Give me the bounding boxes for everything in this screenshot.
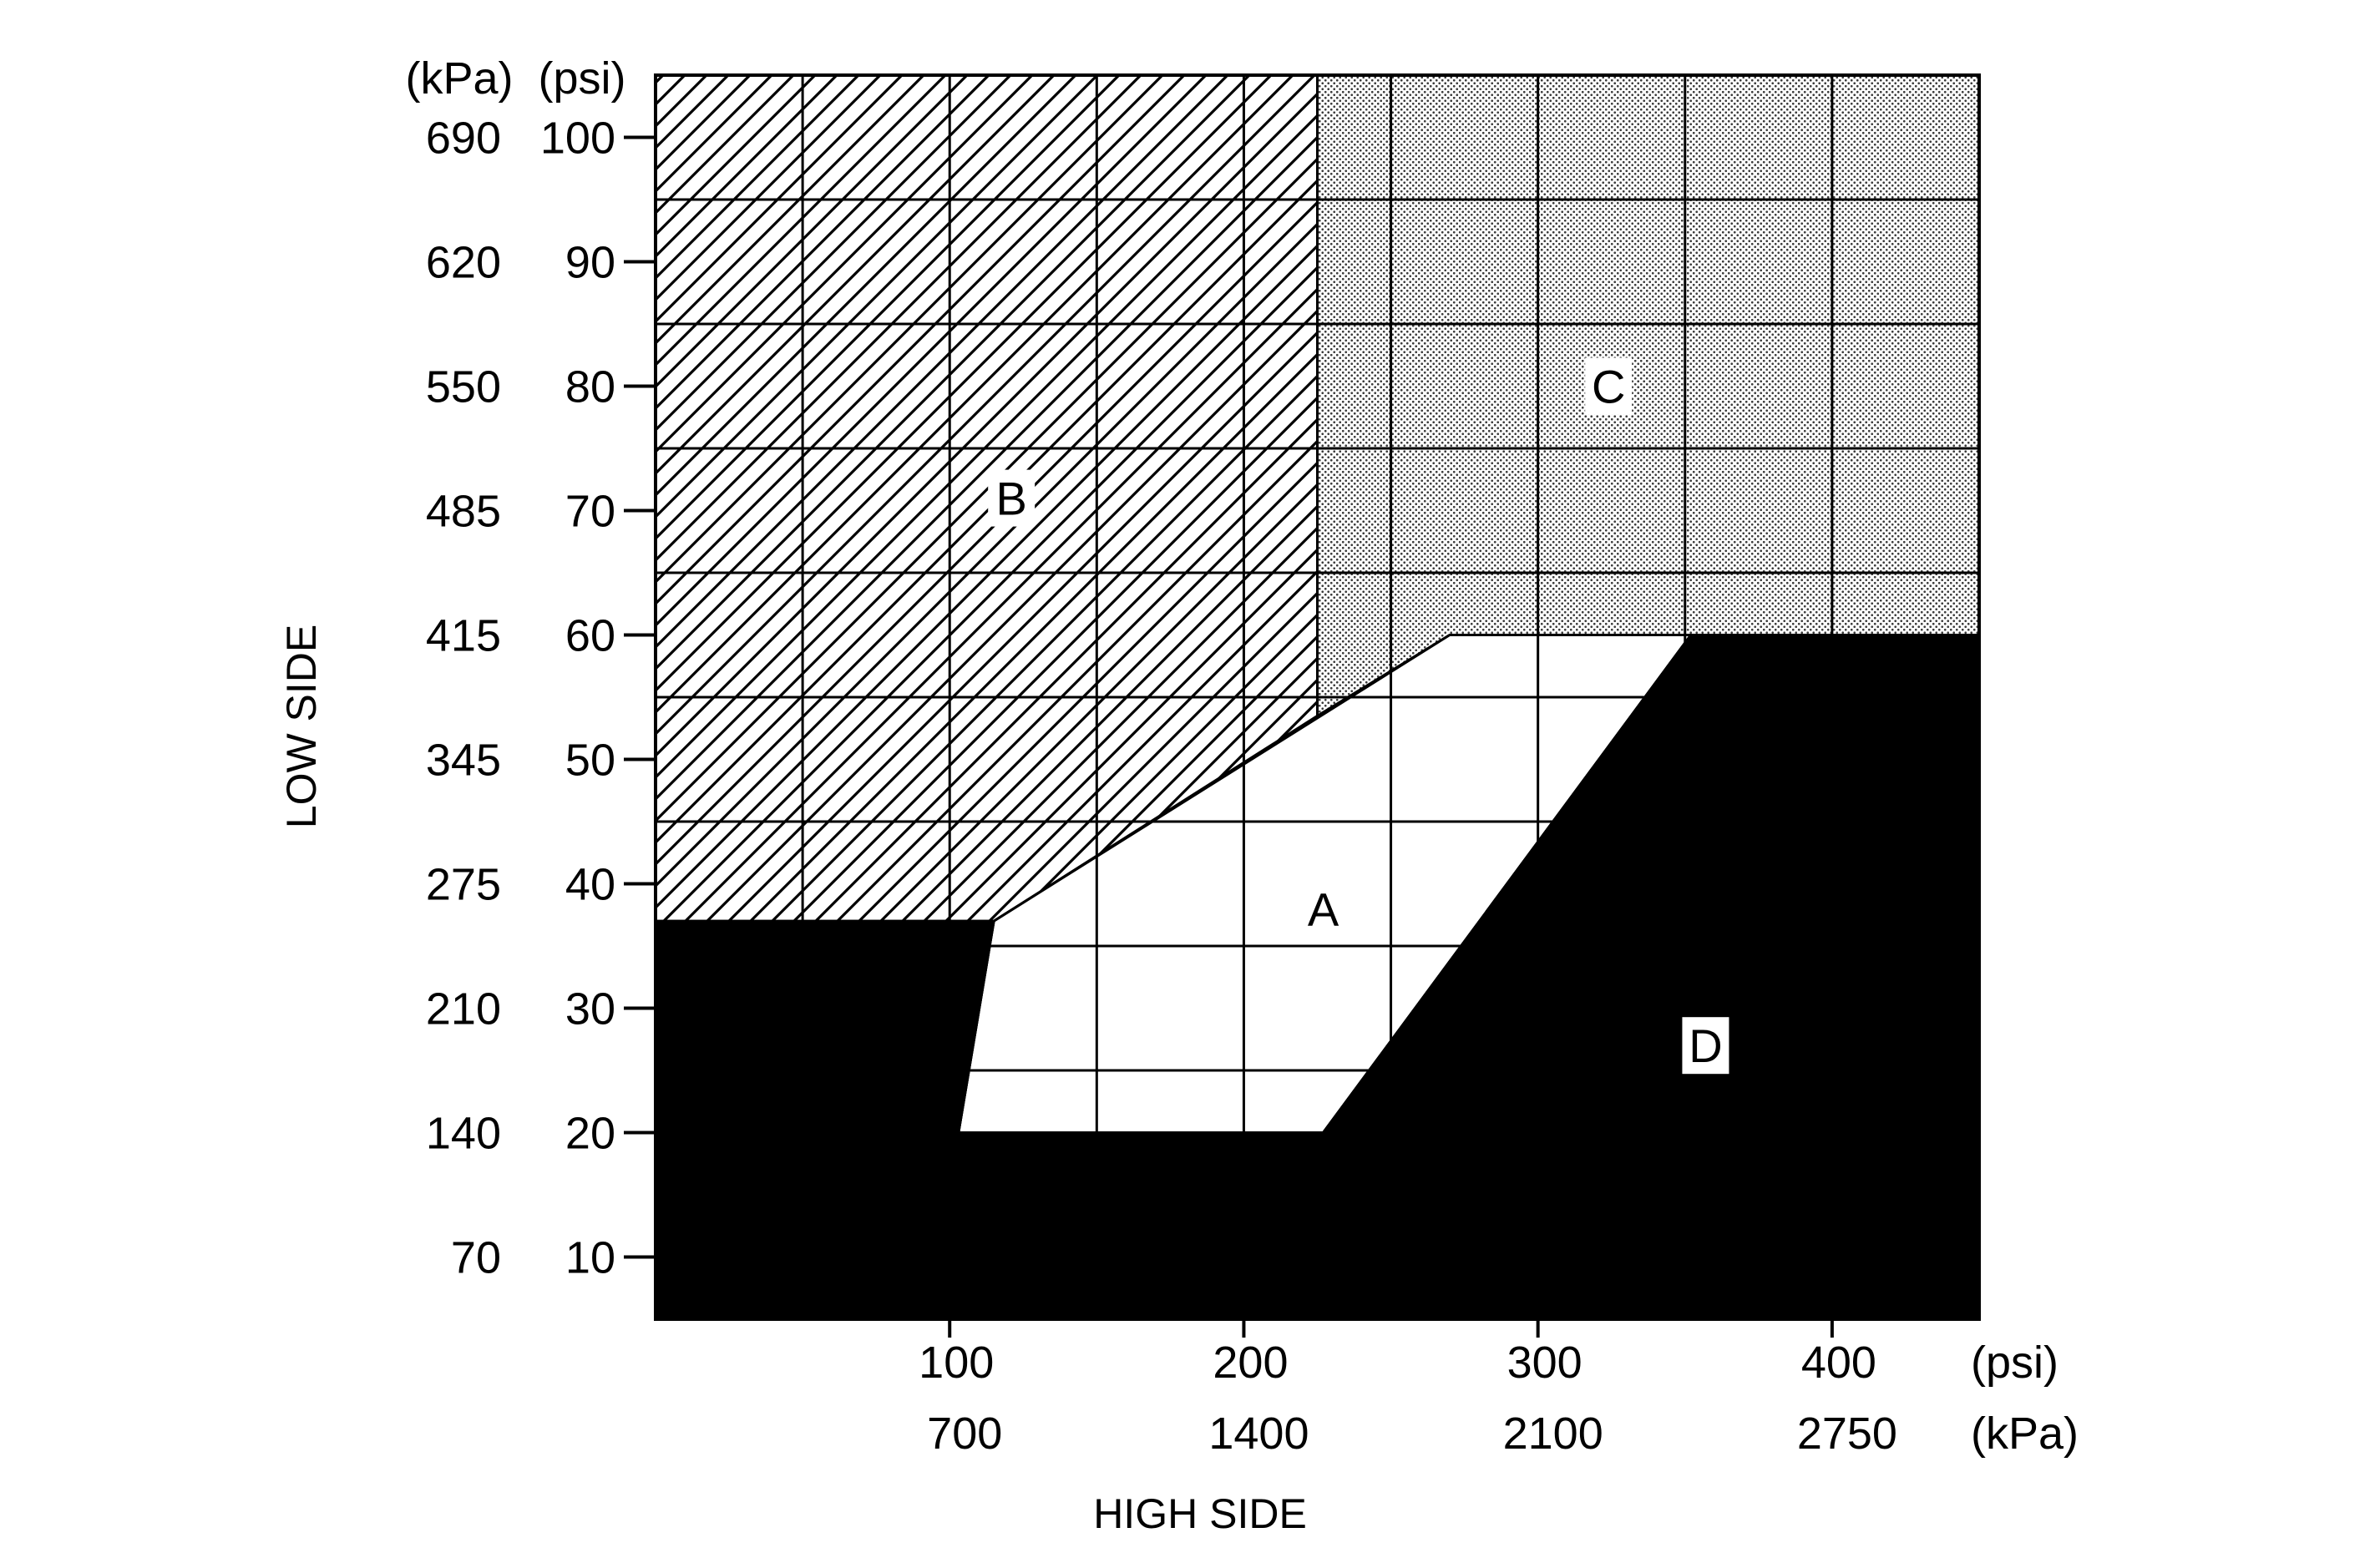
region-labels: A B C D <box>988 357 1729 1075</box>
y-tick-label-psi: 90 <box>565 238 615 288</box>
y-tick-label-kpa: 140 <box>426 1109 501 1159</box>
y-tick-label-psi: 80 <box>565 362 615 412</box>
y-tick-label-psi: 100 <box>540 114 615 164</box>
x-tick-label-kpa: 2750 <box>1797 1409 1897 1459</box>
y-tick-label-psi: 50 <box>565 736 615 786</box>
y-tick-label-psi: 60 <box>565 611 615 661</box>
x-tick-label-psi: 300 <box>1507 1338 1582 1388</box>
plot-frame <box>654 73 1981 1321</box>
region-c-area <box>1316 73 1981 719</box>
y-tick-label-kpa: 415 <box>426 611 501 661</box>
y-tick-label-psi: 30 <box>565 984 615 1034</box>
y-tick-label-psi: 70 <box>565 487 615 537</box>
x-unit-kpa-label: (kPa) <box>1971 1409 2079 1459</box>
region-label-text: D <box>1689 1019 1722 1072</box>
region-label-box <box>1585 357 1633 415</box>
region-label-c: C <box>1585 357 1633 415</box>
y-unit-kpa-header: (kPa) <box>405 53 513 104</box>
x-tick-label-psi: 400 <box>1801 1338 1876 1388</box>
plot-border <box>654 73 1981 1321</box>
y-tick-label-kpa: 210 <box>426 984 501 1034</box>
region-label-b: B <box>988 469 1036 527</box>
y-tick-label-kpa: 275 <box>426 860 501 910</box>
y-tick-label-psi: 10 <box>565 1233 615 1283</box>
x-axis-title: HIGH SIDE <box>1093 1490 1307 1537</box>
y-tick-label-kpa: 690 <box>426 114 501 164</box>
region-label-d: D <box>1682 1017 1729 1075</box>
region-d-cover <box>656 634 1979 1319</box>
y-unit-psi-header: (psi) <box>539 53 626 104</box>
region-label-text: A <box>1308 883 1339 935</box>
x-unit-psi-label: (psi) <box>1971 1338 2058 1388</box>
region-label-text: B <box>996 473 1027 525</box>
region-label-box <box>988 469 1036 527</box>
x-tick-label-psi: 100 <box>919 1338 994 1388</box>
x-tick-label-kpa: 1400 <box>1208 1409 1309 1459</box>
y-tick-label-kpa: 345 <box>426 736 501 786</box>
axis-text: (kPa) (psi) (psi) (kPa) HIGH SIDE LOW SI… <box>278 53 2079 1537</box>
y-tick-label-kpa: 620 <box>426 238 501 288</box>
x-tick-label-psi: 200 <box>1213 1338 1288 1388</box>
y-tick-label-psi: 40 <box>565 860 615 910</box>
y-axis-title: LOW SIDE <box>278 625 325 828</box>
axis-ticks: 100 690 90 620 80 550 70 485 60 415 50 345 40 275 30 21… <box>426 114 1897 1459</box>
grid-layer <box>656 75 1979 1319</box>
y-tick-label-kpa: 485 <box>426 487 501 537</box>
x-tick-label-kpa: 2100 <box>1503 1409 1603 1459</box>
region-label-text: C <box>1592 361 1625 413</box>
y-tick-label-kpa: 70 <box>451 1233 501 1283</box>
region-label-box <box>1682 1017 1729 1075</box>
region-label-a: A <box>1299 880 1347 938</box>
y-tick-label-psi: 20 <box>565 1109 615 1159</box>
region-label-box <box>1299 880 1347 938</box>
x-tick-label-kpa: 700 <box>927 1409 1002 1459</box>
y-tick-label-kpa: 550 <box>426 362 501 412</box>
